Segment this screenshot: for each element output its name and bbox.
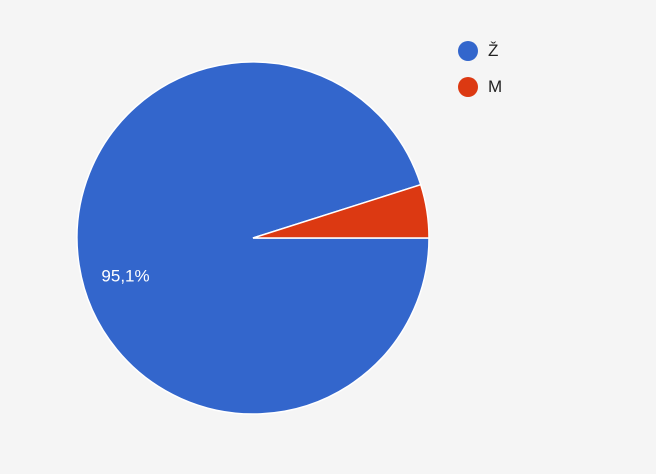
pie-slice-m[interactable] — [252, 183, 430, 239]
pie-slice-labels: 95,1% — [101, 267, 149, 286]
legend-item-z[interactable]: Ž — [458, 40, 502, 62]
pie-slices — [76, 61, 430, 415]
legend-item-m[interactable]: M — [458, 76, 502, 98]
legend-swatch-z — [458, 41, 478, 61]
pie-slice-z-label: 95,1% — [101, 267, 149, 286]
legend: Ž M — [458, 40, 502, 112]
legend-label-m: M — [488, 77, 503, 96]
legend-swatch-m — [458, 77, 478, 97]
legend-label-z: Ž — [488, 41, 499, 60]
